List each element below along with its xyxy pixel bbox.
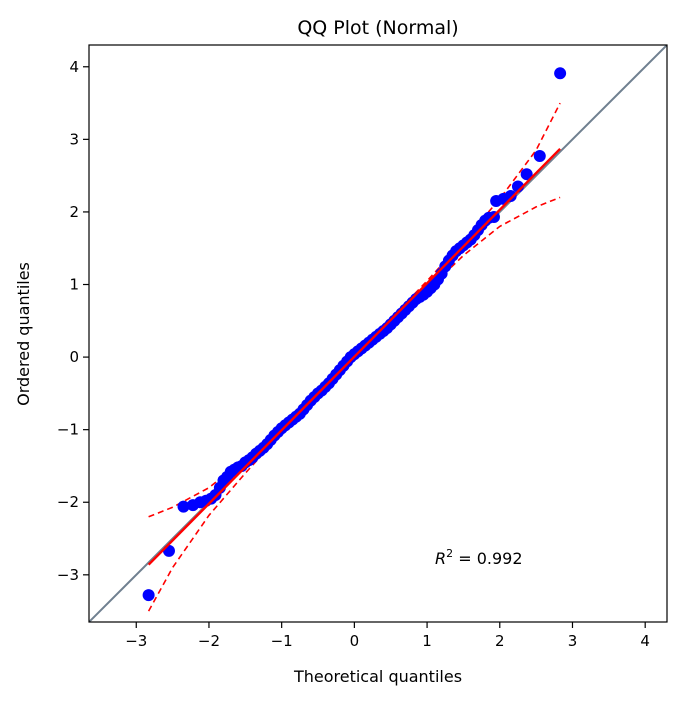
- data-point: [177, 500, 190, 513]
- y-tick-label: 0: [69, 348, 79, 366]
- confidence-band-lower: [147, 196, 561, 612]
- r-squared-superscript: 2: [446, 547, 453, 560]
- data-point: [554, 67, 567, 80]
- y-tick-label: 1: [69, 276, 79, 294]
- data-point: [142, 589, 155, 602]
- data-point: [533, 150, 546, 163]
- x-tick-label: 4: [640, 632, 650, 650]
- x-tick-label: 3: [568, 632, 578, 650]
- y-tick-label: −2: [57, 493, 79, 511]
- data-point: [504, 189, 517, 202]
- r-squared-annotation: R2 = 0.992: [435, 547, 523, 568]
- y-tick-label: −3: [57, 566, 79, 584]
- y-tick-label: 3: [69, 130, 79, 148]
- y-tick-label: 2: [69, 203, 79, 221]
- x-tick-label: −3: [125, 632, 147, 650]
- x-axis-label: Theoretical quantiles: [293, 667, 462, 686]
- x-tick-label: −1: [271, 632, 293, 650]
- y-axis-label: Ordered quantiles: [14, 262, 33, 406]
- x-tick-label: 0: [350, 632, 360, 650]
- y-axis-ticks: −3 −2 −1 0 1 2 3 4: [57, 58, 89, 584]
- r-squared-prefix: R: [435, 549, 446, 568]
- data-point: [520, 168, 533, 181]
- x-tick-label: 1: [422, 632, 432, 650]
- fit-line: [147, 147, 561, 566]
- r-squared-value: = 0.992: [453, 549, 522, 568]
- y-tick-label: 4: [69, 58, 79, 76]
- y-tick-label: −1: [57, 421, 79, 439]
- x-tick-label: 2: [495, 632, 505, 650]
- plot-frame: [88, 44, 668, 623]
- chart-title: QQ Plot (Normal): [297, 17, 458, 39]
- x-axis-ticks: −3 −2 −1 0 1 2 3 4: [125, 622, 650, 650]
- x-tick-label: −2: [198, 632, 220, 650]
